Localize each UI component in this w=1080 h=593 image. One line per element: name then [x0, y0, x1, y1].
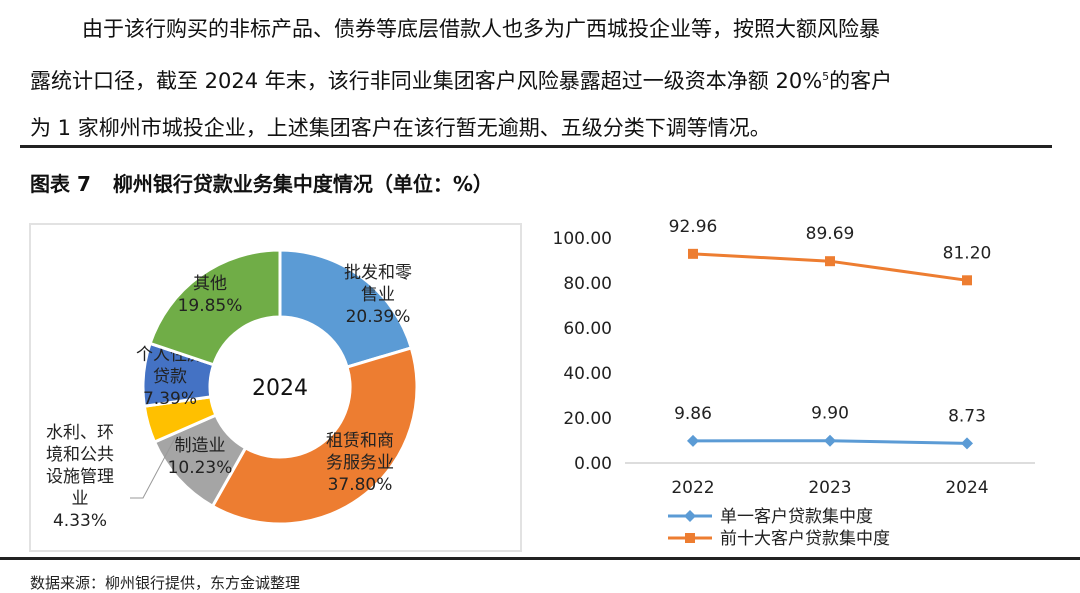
slice-label: 务服务业: [326, 453, 394, 473]
donut-slice: [210, 346, 419, 526]
y-tick-label: 100.00: [553, 229, 612, 249]
para-line-3: 为 1 家柳州市城投企业，上述集团客户在该行暂无逾期、五级分类下调等情况。: [30, 116, 771, 140]
slice-value-label: 37.80%: [328, 475, 393, 495]
donut-slice: [148, 248, 282, 367]
data-point: [688, 248, 698, 259]
slice-label: 贷款: [153, 367, 187, 387]
slice-label: 业: [72, 489, 89, 509]
footnote-ref[interactable]: 5: [822, 70, 830, 83]
slice-value-label: 20.39%: [346, 307, 411, 327]
legend-label: 单一客户贷款集中度: [720, 507, 873, 527]
section-divider: [20, 145, 1052, 148]
slice-value-label: 10.23%: [168, 458, 233, 478]
donut-chart-frame: [29, 223, 522, 552]
figure-title: 图表 7 柳州银行贷款业务集中度情况（单位：%）: [30, 168, 493, 197]
data-point: [825, 256, 835, 267]
slice-label: 制造业: [175, 436, 226, 456]
para-line-2-tail: 的客户: [829, 69, 893, 93]
slice-label: 境和公共: [46, 445, 114, 465]
data-label: 92.96: [669, 217, 718, 237]
figure-number: 图表 7: [30, 172, 91, 196]
data-point: [962, 275, 972, 286]
y-tick-label: 60.00: [563, 319, 612, 339]
x-tick-label: 2024: [945, 478, 988, 498]
data-label: 8.73: [948, 406, 986, 426]
data-point: [687, 434, 699, 447]
data-label: 9.90: [811, 404, 849, 424]
body-paragraph: 由于该行购买的非标产品、债券等底层借款人也多为广西城投企业等，按照大额风险暴 露…: [30, 6, 1050, 152]
slice-label: 水利、环: [46, 423, 114, 443]
data-label: 81.20: [943, 243, 992, 263]
data-point: [961, 437, 973, 450]
slice-label: 租赁和商: [326, 431, 394, 451]
donut-center-label: 2024: [252, 376, 308, 401]
leader-line: [130, 437, 176, 499]
para-line-1: 由于该行购买的非标产品、债券等底层借款人也多为广西城投企业等，按照大额风险暴: [82, 17, 880, 41]
data-label: 9.86: [674, 404, 712, 424]
data-label: 89.69: [806, 224, 855, 244]
para-line-2-text: 露统计口径，截至 2024 年末，该行非同业集团客户风险暴露超过一级资本净额 2…: [30, 69, 823, 93]
donut-slice: [278, 248, 414, 369]
data-point: [824, 434, 836, 447]
slice-label: 售业: [361, 285, 395, 305]
para-line-2: 露统计口径，截至 2024 年末，该行非同业集团客户风险暴露超过一级资本净额 2…: [30, 53, 1050, 105]
slice-label: 设施管理: [46, 467, 114, 487]
slice-label: 其他: [193, 274, 227, 294]
x-tick-label: 2022: [671, 478, 714, 498]
data-source: 数据来源：柳州银行提供，东方金诚整理: [30, 574, 301, 592]
legend-marker: [684, 510, 696, 522]
legend-marker: [685, 533, 695, 543]
slice-value-label: 4.33%: [53, 511, 107, 531]
legend-label: 前十大客户贷款集中度: [720, 529, 890, 549]
figure-caption: 柳州银行贷款业务集中度情况（单位：%）: [112, 172, 493, 196]
slice-label: 批发和零: [344, 263, 412, 283]
slice-value-label: 19.85%: [178, 296, 243, 316]
y-tick-label: 0.00: [574, 454, 612, 474]
slice-value-label: 7.39%: [143, 389, 197, 409]
y-tick-label: 40.00: [563, 364, 612, 384]
y-tick-label: 80.00: [563, 274, 612, 294]
figure-bottom-divider: [0, 557, 1080, 560]
x-tick-label: 2023: [808, 478, 851, 498]
y-tick-label: 20.00: [563, 409, 612, 429]
